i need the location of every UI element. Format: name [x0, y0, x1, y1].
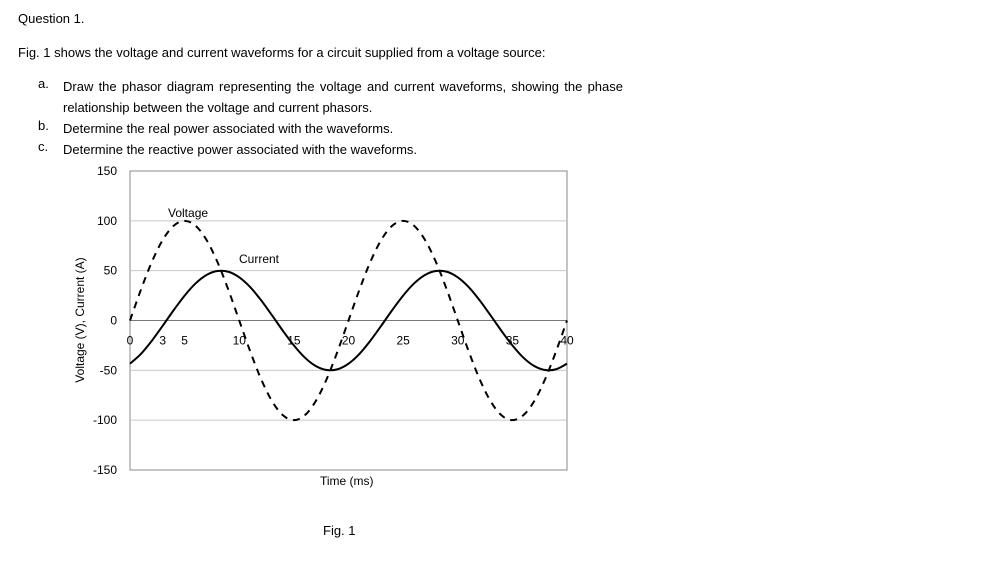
- y-tick-label: -100: [93, 413, 117, 427]
- question-title: Question 1.: [18, 11, 85, 26]
- x-tick-label: 15: [287, 334, 301, 348]
- item-c-label: c.: [38, 139, 49, 154]
- x-axis-title: Time (ms): [320, 474, 374, 488]
- series-voltage-line: [129, 219, 568, 422]
- x-tick-label: 0: [127, 334, 134, 348]
- x-tick-label: 35: [506, 334, 520, 348]
- item-a-label: a.: [38, 76, 49, 91]
- x-tick-label: 30: [451, 334, 465, 348]
- figure-caption: Fig. 1: [323, 523, 356, 538]
- item-b-label: b.: [38, 118, 49, 133]
- x-tick-label: 3: [159, 334, 166, 348]
- series-label-current: Current: [239, 252, 280, 266]
- y-tick-label: -150: [93, 463, 117, 477]
- x-tick-label: 40: [560, 334, 574, 348]
- item-a-text: Draw the phasor diagram representing the…: [63, 79, 623, 115]
- series-label-voltage: Voltage: [168, 206, 209, 220]
- series-current-line: [129, 269, 568, 372]
- y-axis-title: Voltage (V), Current (A): [73, 257, 87, 383]
- x-tick-label: 25: [396, 334, 410, 348]
- y-tick-label: 150: [97, 164, 117, 178]
- x-tick-label: 10: [233, 334, 247, 348]
- question-intro: Fig. 1 shows the voltage and current wav…: [18, 45, 546, 60]
- item-c-text: Determine the reactive power associated …: [63, 142, 418, 157]
- x-tick-label: 5: [181, 334, 188, 348]
- y-tick-label: 50: [104, 264, 118, 278]
- x-tick-label: 20: [342, 334, 356, 348]
- y-tick-label: 100: [97, 214, 117, 228]
- item-b-text: Determine the real power associated with…: [63, 121, 394, 136]
- y-tick-label: -50: [100, 363, 118, 377]
- y-tick-label: 0: [110, 314, 117, 328]
